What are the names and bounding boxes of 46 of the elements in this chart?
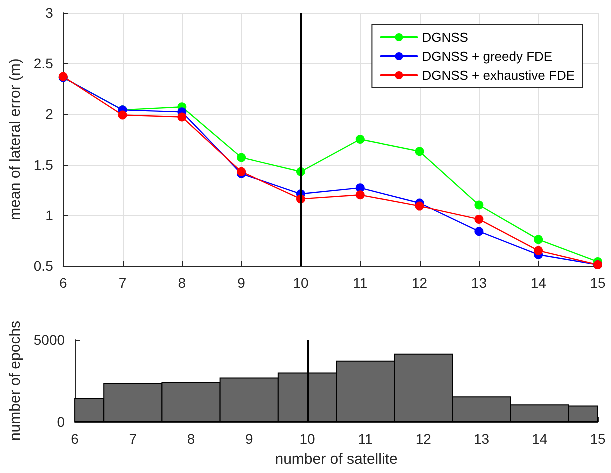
x-tick-label: 7 [129, 431, 138, 447]
legend-label: DGNSS + greedy FDE [422, 49, 553, 64]
x-tick-label: 6 [59, 275, 68, 291]
x-tick-label: 10 [293, 275, 309, 291]
x-tick-label: 15 [590, 431, 606, 447]
x-tick-label: 11 [358, 431, 374, 447]
x-tick-label: 13 [474, 431, 490, 447]
y-axis-title: number of epochs [7, 320, 24, 442]
point [356, 190, 365, 200]
point [534, 246, 544, 256]
x-tick-label: 15 [590, 275, 606, 291]
y-tick-label: 0.5 [34, 258, 54, 274]
point [474, 214, 484, 224]
y-axis-title: mean of lateral error (m) [7, 58, 24, 220]
y-tick-label: 1.5 [34, 156, 54, 173]
legend-label: DGNSS [422, 30, 469, 45]
y-tick-label: 0 [57, 414, 66, 430]
point [178, 112, 187, 122]
x-tick-label: 13 [471, 275, 488, 291]
x-tick-label: 14 [532, 431, 548, 447]
x-tick-label: 8 [187, 431, 196, 447]
point [474, 227, 484, 236]
legend-label: DGNSS + exhaustive FDE [422, 68, 576, 83]
y-tick-label: 3 [46, 5, 54, 21]
y-tick-label: 5000 [34, 332, 66, 348]
point [474, 200, 484, 210]
point [415, 202, 424, 211]
y-tick-label: 2.5 [34, 56, 54, 72]
point [356, 135, 365, 144]
x-tick-label: 12 [412, 275, 428, 291]
point [237, 153, 246, 162]
x-tick-label: 6 [71, 431, 80, 447]
y-tick-label: 2 [46, 106, 54, 122]
point [118, 110, 128, 120]
x-tick-label: 9 [238, 275, 246, 291]
x-tick-label: 12 [416, 431, 432, 447]
x-tick-label: 9 [245, 431, 254, 447]
x-tick-label: 11 [353, 275, 368, 291]
x-tick-label: 14 [530, 275, 547, 291]
x-tick-label: 10 [300, 431, 316, 447]
y-tick-label: 1 [46, 207, 54, 224]
x-axis-title: number of satellite [275, 451, 398, 468]
x-tick-label: 8 [178, 275, 186, 291]
x-tick-label: 7 [118, 275, 127, 291]
point [415, 147, 424, 156]
point [534, 235, 544, 244]
